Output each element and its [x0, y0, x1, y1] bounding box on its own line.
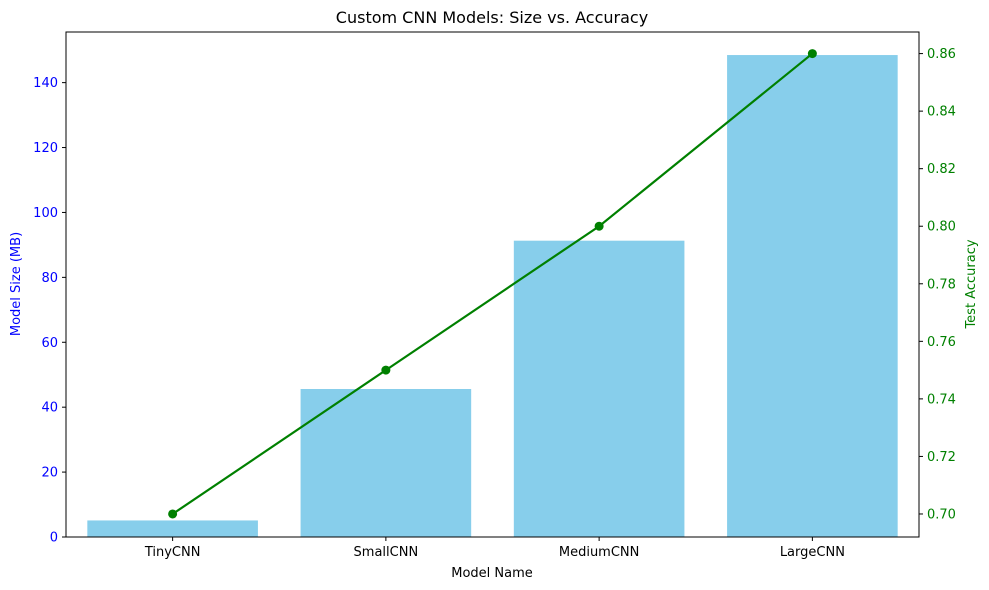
- y-left-tick-label: 60: [41, 336, 58, 351]
- y-right-tick-label: 0.70: [927, 507, 956, 522]
- chart-title: Custom CNN Models: Size vs. Accuracy: [336, 8, 648, 27]
- y-left-tick-label: 140: [33, 76, 58, 91]
- y-right-tick-label: 0.78: [927, 277, 956, 292]
- y-right-tick-label: 0.74: [927, 392, 956, 407]
- y-right-tick-label: 0.82: [927, 162, 956, 177]
- plot-area: [65, 31, 920, 538]
- x-tick-label: LargeCNN: [780, 545, 845, 560]
- accuracy-line: [172, 52, 814, 515]
- x-axis: TinyCNN SmallCNN MediumCNN LargeCNN: [144, 537, 845, 560]
- y-left-tick-label: 20: [41, 466, 58, 481]
- accuracy-point-mediumcnn: [594, 221, 604, 231]
- y-axis-left-label: Model Size (MB): [9, 232, 24, 336]
- accuracy-point-tinycnn: [168, 509, 178, 519]
- y-axis-left: 0 20 40 60 80 100 120 140: [33, 76, 66, 546]
- y-axis-right: 0.70 0.72 0.74 0.76 0.78 0.80 0.82 0.84 0.86: [919, 47, 956, 522]
- y-left-tick-label: 80: [41, 271, 58, 286]
- x-tick-label: TinyCNN: [144, 545, 201, 560]
- x-axis-label: Model Name: [451, 566, 533, 581]
- accuracy-series: [168, 49, 817, 519]
- bar-series: [87, 55, 898, 537]
- y-right-tick-label: 0.86: [927, 47, 956, 62]
- y-right-tick-label: 0.76: [927, 335, 956, 350]
- y-left-tick-label: 0: [50, 531, 58, 546]
- accuracy-point-smallcnn: [381, 365, 391, 375]
- y-left-tick-label: 100: [33, 206, 58, 221]
- y-right-tick-label: 0.72: [927, 450, 956, 465]
- bar-smallcnn: [300, 389, 472, 537]
- y-right-tick-label: 0.84: [927, 105, 956, 120]
- bar-tinycnn: [87, 520, 258, 537]
- y-left-tick-label: 40: [41, 401, 58, 416]
- y-right-tick-label: 0.80: [927, 220, 956, 235]
- y-axis-right-label: Test Accuracy: [964, 239, 979, 329]
- x-tick-label: SmallCNN: [354, 545, 419, 560]
- y-left-tick-label: 120: [33, 141, 58, 156]
- x-tick-label: MediumCNN: [559, 545, 640, 560]
- bar-mediumcnn: [513, 240, 685, 537]
- plot-frame: [65, 31, 920, 538]
- bar-largecnn: [727, 55, 898, 537]
- accuracy-point-largecnn: [807, 49, 817, 59]
